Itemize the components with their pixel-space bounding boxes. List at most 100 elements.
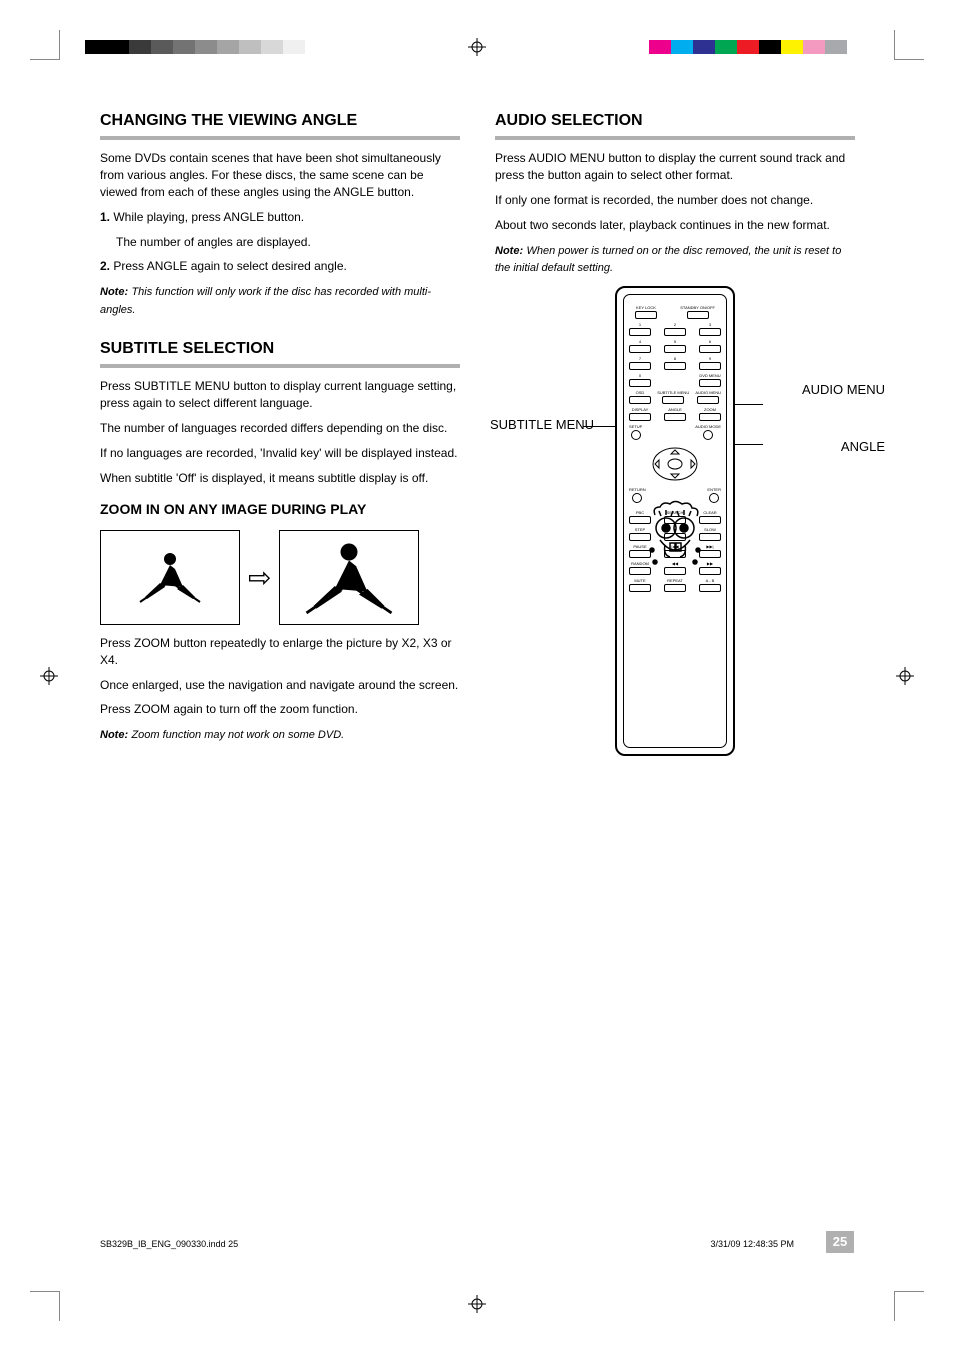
remote-button [664,362,686,370]
paragraph: Press AUDIO MENU button to display the c… [495,150,855,184]
remote-button [664,584,686,592]
remote-btn-label: 8 [674,357,676,361]
crop-mark [894,30,924,60]
heading-subtitle: SUBTITLE SELECTION [100,338,460,360]
remote-button [703,430,713,440]
remote-button [699,413,721,421]
paragraph: Press ZOOM button repeatedly to enlarge … [100,635,460,669]
step-text: While playing, press ANGLE button. [113,210,304,224]
divider [100,364,460,368]
remote-btn-label: AUDIO MENU [695,391,721,395]
remote-button [664,328,686,336]
remote-button [635,311,657,319]
step-sub: The number of angles are displayed. [116,234,460,251]
remote-btn-label: ENTER [707,488,721,492]
paragraph: When subtitle 'Off' is displayed, it mea… [100,470,460,487]
right-column: AUDIO SELECTION Press AUDIO MENU button … [495,110,855,756]
remote-button [662,396,684,404]
crop-mark [894,1291,924,1321]
paragraph: If only one format is recorded, the numb… [495,192,855,209]
note-label: Note: [495,245,523,257]
heading-audio: AUDIO SELECTION [495,110,855,132]
remote-button [664,413,686,421]
remote-btn-label: DVD MENU [699,374,720,378]
remote-btn-label: DISPLAY [632,408,649,412]
heading-zoom: ZOOM IN ON ANY IMAGE DURING PLAY [100,500,460,520]
paragraph: Press SUBTITLE MENU button to display cu… [100,378,460,412]
step-2: 2. Press ANGLE again to select desired a… [100,258,460,275]
print-color-bar [649,40,869,54]
divider [495,136,855,140]
callout-subtitle: SUBTITLE MENU [490,416,580,434]
divider [100,136,460,140]
remote-button [699,379,721,387]
skier-large-icon [279,530,419,625]
paragraph: Some DVDs contain scenes that have been … [100,150,460,200]
paragraph: Once enlarged, use the navigation and na… [100,677,460,694]
remote-btn-label: 2 [674,323,676,327]
note: Note: When power is turned on or the dis… [495,242,855,277]
left-column: CHANGING THE VIEWING ANGLE Some DVDs con… [100,110,460,756]
remote-button [687,311,709,319]
note: Note: Zoom function may not work on some… [100,726,460,743]
arrow-icon: ⇨ [248,558,271,597]
step-number: 2. [100,259,110,273]
paragraph: The number of languages recorded differs… [100,420,460,437]
remote-btn-label: 4 [639,340,641,344]
remote-btn-label: 6 [709,340,711,344]
note-body: This function will only work if the disc… [100,286,431,315]
remote-btn-label: 3 [709,323,711,327]
remote-btn-label: RETURN [629,488,646,492]
remote-dpad-icon [645,444,705,484]
remote-btn-label: KEY LOCK [636,306,656,310]
remote-btn-label: 0 [639,374,641,378]
note-body: When power is turned on or the disc remo… [495,245,841,274]
spongebob-face-icon [640,500,710,580]
remote-btn-label: SUBTITLE MENU [657,391,689,395]
remote-button [709,493,719,503]
remote-button [699,584,721,592]
remote-btn-label: 9 [709,357,711,361]
zoom-illustration: ⇨ [100,530,460,625]
print-grayscale-bar [85,40,305,54]
remote-btn-label: 5 [674,340,676,344]
remote-button [631,430,641,440]
remote-button [629,396,651,404]
footer-filename: SB329B_IB_ENG_090330.indd 25 [100,1238,238,1251]
remote-button [629,413,651,421]
crop-mark [30,1291,60,1321]
remote-button [697,396,719,404]
remote-button [699,328,721,336]
skier-small-icon [100,530,240,625]
callout-audio: AUDIO MENU [802,381,885,399]
note-label: Note: [100,286,128,298]
remote-button [699,362,721,370]
footer-date: 3/31/09 12:48:35 PM [710,1238,794,1251]
step-text: Press ANGLE again to select desired angl… [113,259,346,273]
page-number: 25 [826,1231,854,1253]
paragraph: If no languages are recorded, 'Invalid k… [100,445,460,462]
remote-control-icon: KEY LOCK STANDBY ON/OFF 1 2 3 4 5 6 7 [615,286,735,756]
remote-button [629,379,651,387]
remote-button [629,584,651,592]
remote-btn-label: ANGLE [668,408,682,412]
paragraph: About two seconds later, playback contin… [495,217,855,234]
remote-button [664,345,686,353]
registration-mark-icon [468,1295,486,1313]
remote-button [629,362,651,370]
remote-btn-label: AUDIO MODE [695,425,721,429]
remote-btn-label: SETUP [629,425,642,429]
remote-btn-label: 1 [639,323,641,327]
registration-mark-icon [40,667,58,685]
remote-button [629,345,651,353]
callout-angle: ANGLE [841,438,885,456]
note-body: Zoom function may not work on some DVD. [131,729,344,741]
registration-mark-icon [468,38,486,56]
step-1: 1. While playing, press ANGLE button. [100,209,460,226]
registration-mark-icon [896,667,914,685]
remote-btn-label: OSD [636,391,645,395]
remote-btn-label: STANDBY ON/OFF [680,306,715,310]
step-number: 1. [100,210,110,224]
remote-btn-label: ZOOM [704,408,716,412]
remote-diagram: SUBTITLE MENU AUDIO MENU ANGLE KEY LOCK … [495,286,855,756]
